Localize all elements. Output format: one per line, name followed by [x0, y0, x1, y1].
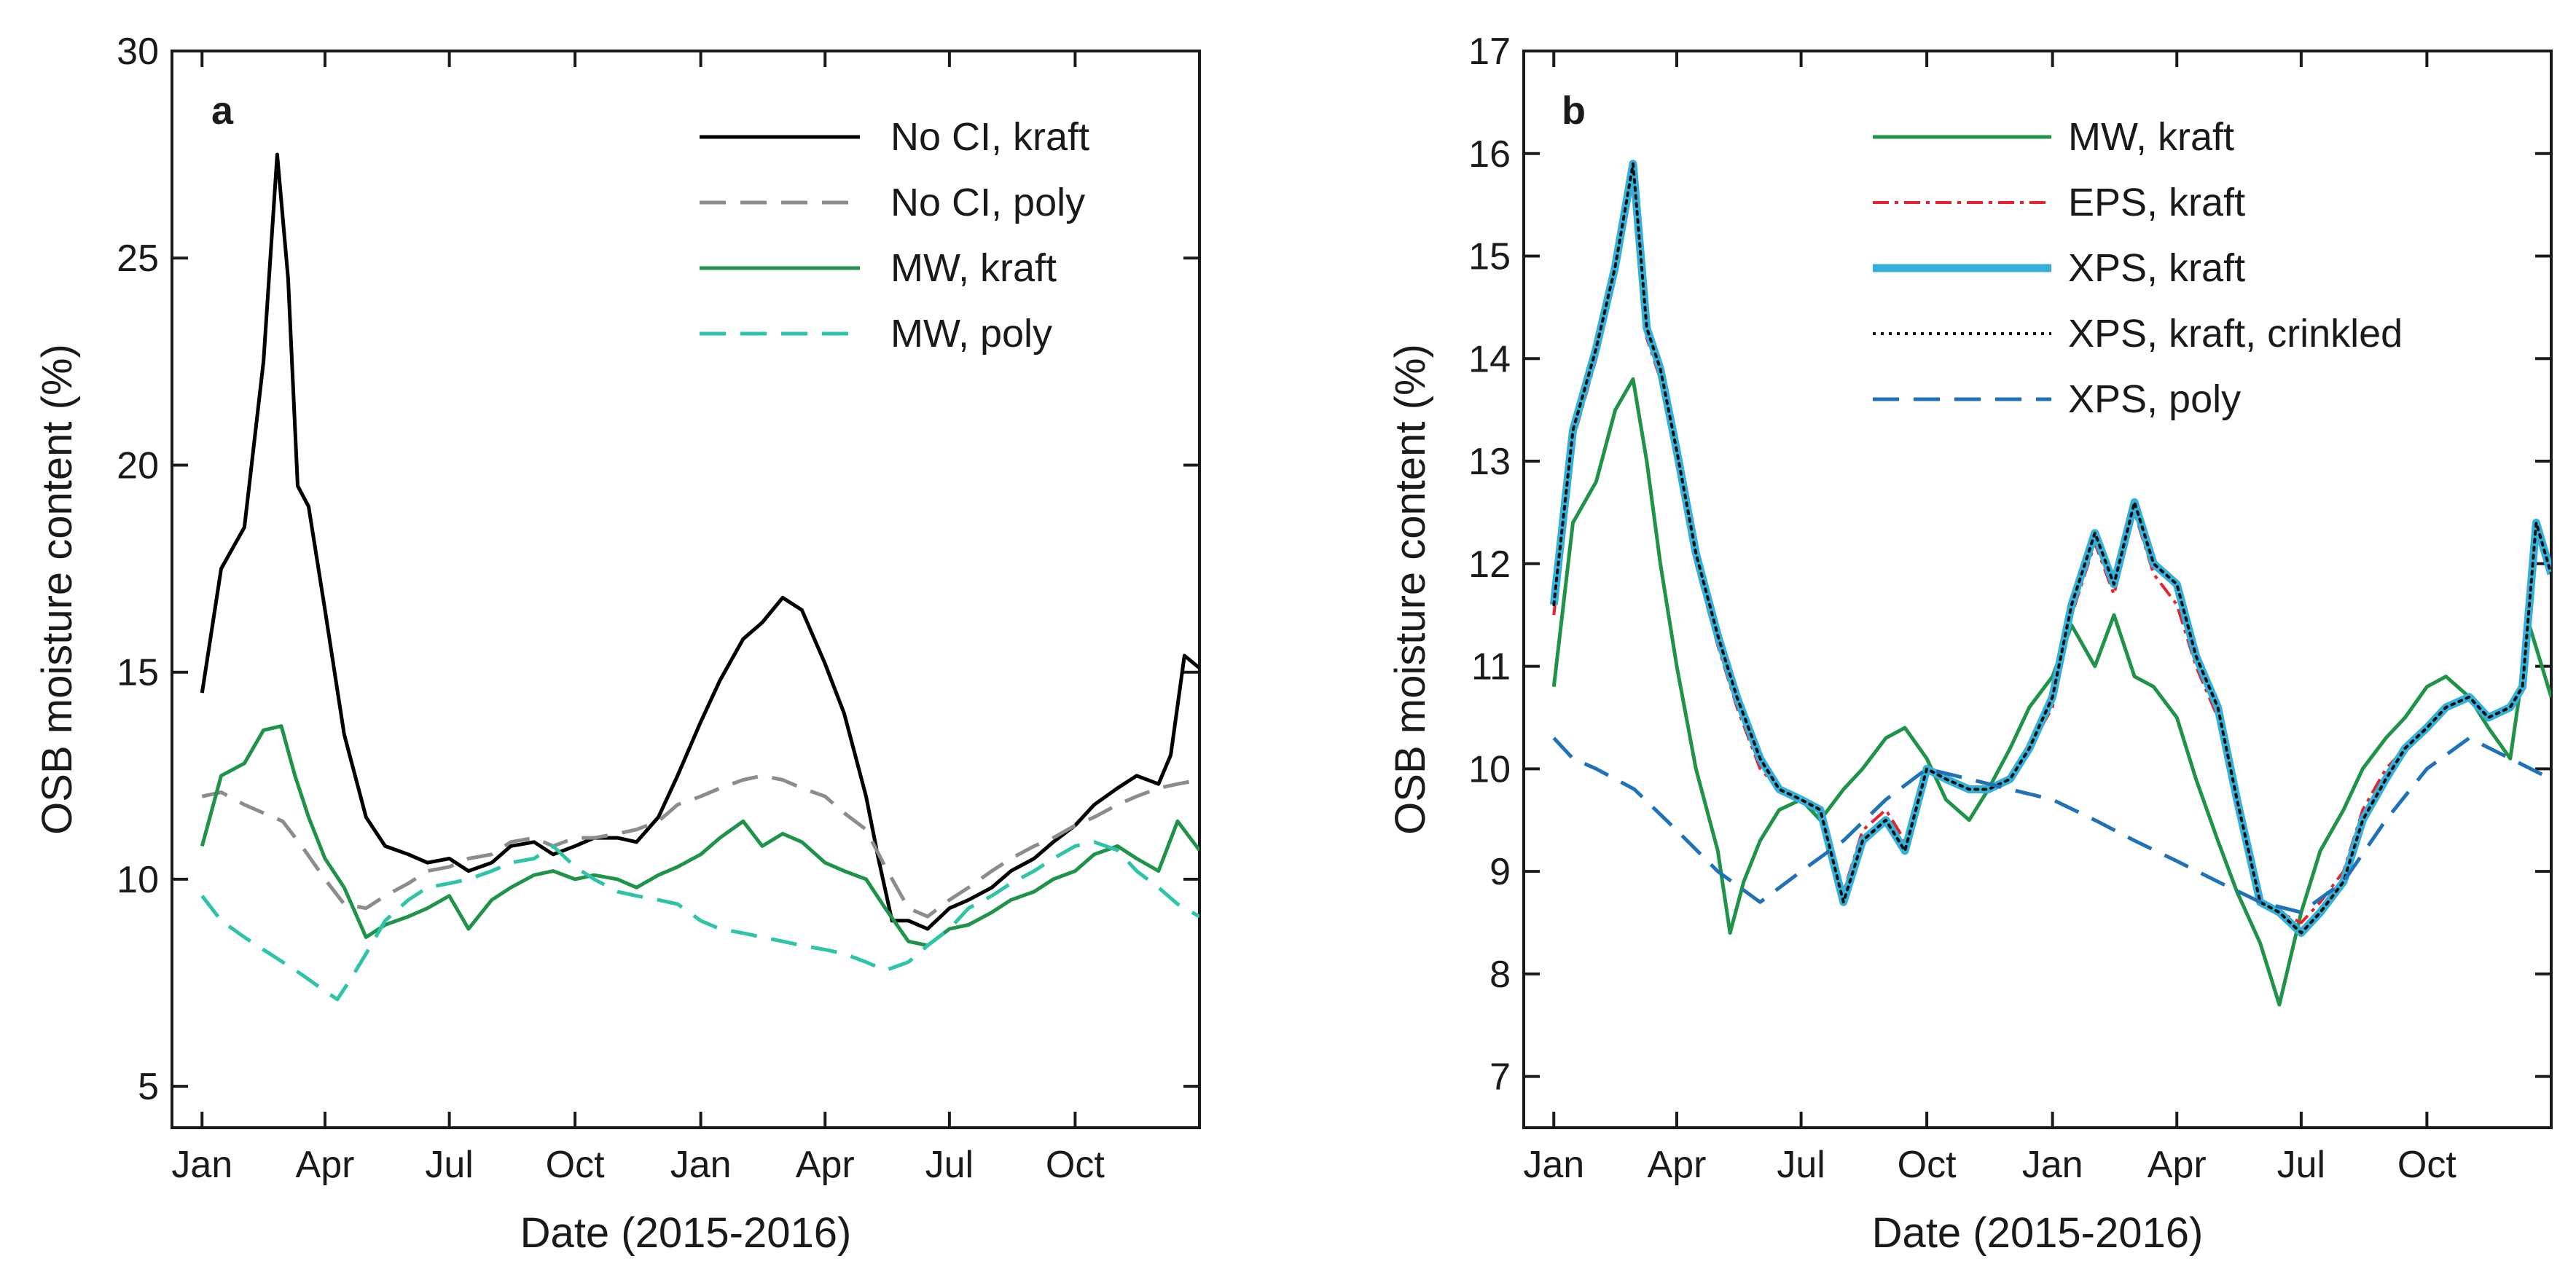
x-tick-label: Oct [1046, 1144, 1105, 1186]
x-axis-label-b: Date (2015-2016) [1872, 1209, 2204, 1257]
panel-label-a: a [211, 89, 234, 133]
plot-area-b [1522, 50, 2553, 1129]
legend-label-0: MW, kraft [2068, 115, 2234, 159]
legend-label-4: XPS, poly [2068, 377, 2241, 421]
panel-a: 5 10 15 20 25 30 Jan Apr Jul Oct Jan Apr Jul Oct a Da… [34, 31, 1201, 1257]
y-tick-label: 17 [1468, 31, 1511, 73]
y-axis-label-a: OSB moisture content (%) [34, 344, 81, 835]
series-line-3 [200, 840, 1199, 1002]
y-tick-label: 15 [117, 652, 159, 694]
x-tick-label: Oct [546, 1144, 605, 1186]
legend-label-1: No CI, poly [890, 181, 1085, 224]
x-tick-label: Jul [2277, 1144, 2325, 1186]
panel-b: 7 8 9 10 11 12 13 14 15 16 17 Jan Apr Jul Oct Jan Apr Jul… [1387, 31, 2553, 1257]
series-line-4 [1552, 736, 2551, 914]
series-line-2 [200, 724, 1199, 948]
x-tick-label: Apr [796, 1144, 855, 1186]
x-tick-label: Jan [2022, 1144, 2083, 1186]
legend-b: MW, kraft EPS, kraft XPS, kraft XPS, kraft,… [1873, 115, 2403, 421]
legend-label-1: EPS, kraft [2068, 181, 2245, 224]
y-tick-label: 11 [1471, 646, 1511, 688]
y-tick-label: 15 [1468, 236, 1511, 278]
y-tick-label: 10 [117, 859, 159, 901]
y-axis-label-b: OSB moisture content (%) [1387, 344, 1434, 835]
x-tick-label: Jul [1777, 1144, 1825, 1186]
y-tick-label: 5 [138, 1066, 159, 1108]
axis-ticks-a: 5 10 15 20 25 30 Jan Apr Jul Oct Jan Apr Jul Oct [117, 31, 1199, 1186]
x-tick-label: Jul [925, 1144, 974, 1186]
series-line-0 [200, 152, 1199, 931]
legend-label-2: XPS, kraft [2068, 246, 2245, 290]
series-layer-b [1549, 160, 2551, 1007]
legend-label-3: XPS, kraft, crinkled [2068, 312, 2403, 356]
y-tick-label: 16 [1468, 133, 1511, 176]
legend-label-2: MW, kraft [890, 246, 1057, 290]
legend-label-0: No CI, kraft [890, 115, 1089, 159]
x-tick-label: Oct [2397, 1144, 2456, 1186]
x-tick-label: Apr [2148, 1144, 2207, 1186]
x-tick-label: Apr [1648, 1144, 1707, 1186]
series-layer-a [200, 152, 1199, 1002]
y-tick-label: 8 [1489, 954, 1511, 996]
y-tick-label: 12 [1468, 543, 1511, 586]
y-tick-label: 10 [1468, 748, 1511, 790]
y-tick-label: 9 [1489, 851, 1511, 893]
x-tick-label: Jul [425, 1144, 473, 1186]
x-axis-label-a: Date (2015-2016) [520, 1209, 852, 1257]
y-tick-label: 20 [117, 444, 159, 487]
axis-ticks-b: 7 8 9 10 11 12 13 14 15 16 17 Jan Apr Jul Oct Jan Apr Jul… [1468, 31, 2551, 1186]
series-line-3 [1552, 162, 2551, 935]
y-tick-label: 30 [117, 31, 159, 73]
series-line-1 [201, 774, 1199, 919]
x-tick-label: Oct [1898, 1144, 1957, 1186]
series-line-0 [1551, 377, 2551, 1007]
y-tick-label: 13 [1468, 441, 1511, 483]
plot-area-a [171, 50, 1201, 1129]
x-tick-label: Jan [1523, 1144, 1584, 1186]
y-tick-label: 7 [1489, 1056, 1511, 1099]
y-tick-label: 25 [117, 237, 159, 280]
x-tick-label: Jan [670, 1144, 732, 1186]
x-tick-label: Jan [171, 1144, 232, 1186]
panel-label-b: b [1562, 89, 1586, 133]
y-tick-label: 14 [1468, 338, 1511, 380]
x-tick-label: Apr [296, 1144, 355, 1186]
legend-label-3: MW, poly [890, 312, 1052, 356]
legend-a: No CI, kraft No CI, poly MW, kraft MW, poly [700, 115, 1089, 356]
